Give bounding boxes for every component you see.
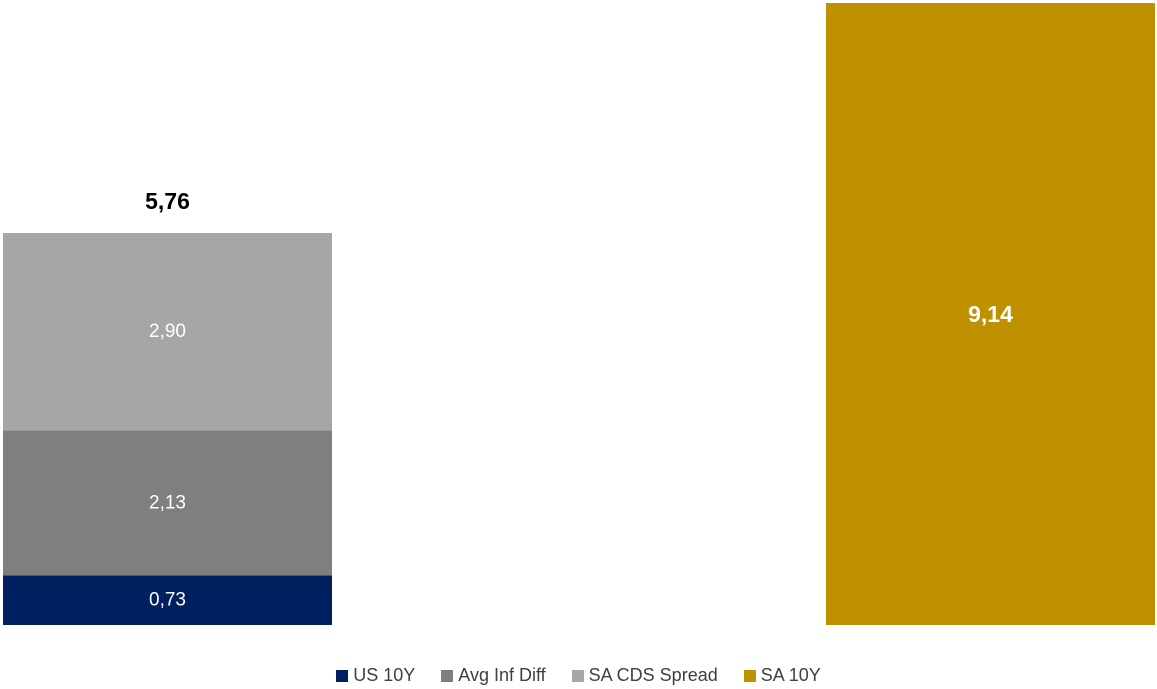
- bar-segment-sa-cds-spread: [3, 233, 332, 431]
- legend-item-us-10y: US 10Y: [336, 665, 415, 686]
- legend-swatch: [441, 669, 454, 682]
- legend-label: US 10Y: [353, 665, 416, 685]
- bar-segment-sa-10y: [826, 3, 1155, 625]
- legend-item-avg-inf-diff: Avg Inf Diff: [441, 665, 546, 686]
- data-label-sa-cds-spread: 2,90: [149, 321, 186, 342]
- chart-legend: US 10Y Avg Inf Diff SA CDS Spread SA 10Y: [0, 665, 1157, 686]
- data-label-avg-inf-diff: 2,13: [149, 492, 186, 513]
- legend-label: SA 10Y: [760, 665, 821, 685]
- stack-total-label: 5,76: [145, 188, 190, 214]
- legend-swatch: [571, 669, 584, 682]
- bar-segment-us-10y: [3, 575, 332, 625]
- legend-label: Avg Inf Diff: [458, 665, 546, 685]
- legend-item-sa-cds-spread: SA CDS Spread: [571, 665, 718, 686]
- legend-swatch: [336, 669, 349, 682]
- legend-swatch: [743, 669, 756, 682]
- bar-segment-avg-inf-diff: [3, 430, 332, 576]
- data-label-sa-10y: 9,14: [968, 301, 1013, 327]
- data-label-us-10y: 0,73: [149, 590, 186, 611]
- legend-label: SA CDS Spread: [588, 665, 718, 685]
- chart-canvas: 0,73 2,13 2,90 9,14 5,76: [3, 3, 1155, 625]
- legend-item-sa-10y: SA 10Y: [743, 665, 821, 686]
